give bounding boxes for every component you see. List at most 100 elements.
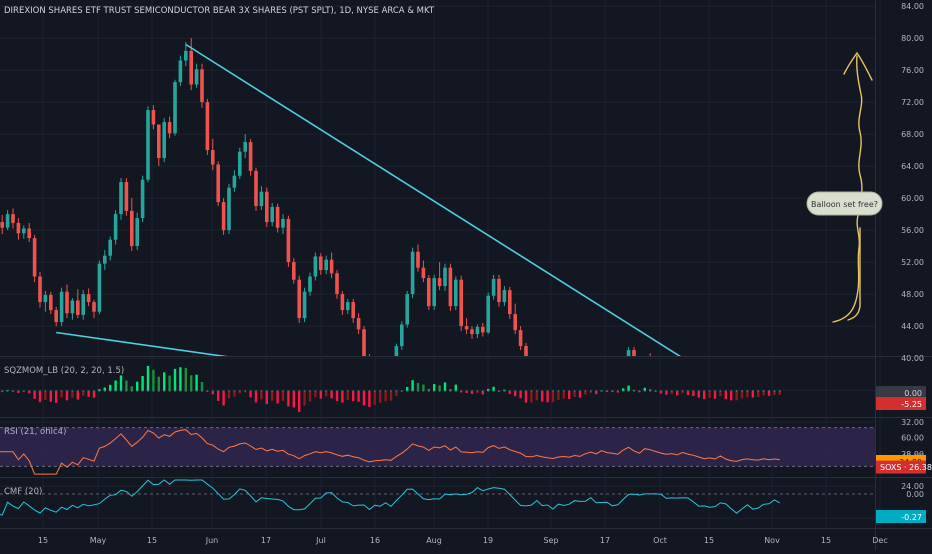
momentum-bar (92, 391, 96, 398)
momentum-bar (179, 367, 182, 391)
cmf-pane[interactable] (0, 479, 781, 527)
squeeze-momentum-legend[interactable]: SQZMOM_LB (20, 2, 20, 1.5) (4, 366, 124, 376)
squeeze-dot (87, 390, 90, 392)
candle-body (475, 326, 480, 335)
price-tick-label: 64.00 (901, 162, 924, 171)
time-axis[interactable]: 15 May 15 Jun 17 Jul 16 Aug 19 Sep 17 Oct 15 Nov 15 Dec (38, 536, 888, 545)
momentum-bar (773, 391, 776, 395)
candle (43, 290, 48, 312)
squeeze-dot (400, 390, 403, 392)
candle-body (589, 370, 593, 379)
squeeze-dot (697, 390, 700, 392)
squeeze-dot (465, 390, 468, 392)
squeeze-dot (82, 390, 85, 392)
candle (275, 203, 280, 233)
candle (319, 253, 323, 275)
candle (346, 298, 350, 315)
candle (594, 367, 598, 386)
candle-body (362, 329, 366, 356)
candle-body (518, 330, 523, 347)
momentum-bar (686, 391, 690, 396)
candle (535, 369, 539, 385)
candle (97, 260, 102, 315)
candle (459, 275, 463, 331)
trendline[interactable] (56, 331, 812, 440)
momentum-bar (271, 391, 274, 401)
trendline[interactable] (185, 43, 812, 440)
price-axis[interactable]: 84.00 80.00 76.00 72.00 68.00 64.00 60.00 56.00… (901, 2, 924, 523)
candle-body (502, 290, 507, 303)
momentum-bar (136, 381, 139, 391)
momentum-bar (346, 391, 349, 400)
squeeze-dot (33, 390, 36, 392)
candle (443, 263, 447, 291)
price-tick-label: 40.00 (901, 354, 924, 363)
squeeze-momentum-pane[interactable] (0, 365, 781, 412)
cmf-legend[interactable]: CMF (20) (4, 487, 42, 497)
squeeze-dot (433, 390, 436, 392)
candle (502, 286, 507, 307)
momentum-bar (330, 391, 333, 399)
momentum-bar (119, 375, 123, 391)
squeeze-dot (633, 390, 635, 392)
candle-body (432, 278, 436, 307)
squeeze-dot (125, 390, 128, 392)
callout-text: Balloon set free? (811, 200, 878, 209)
momentum-bar (249, 391, 252, 398)
momentum-bar (551, 391, 555, 403)
candle-body (346, 302, 350, 311)
momentum-bar (643, 387, 646, 391)
candle-body (302, 291, 307, 319)
time-tick-label: 15 (704, 536, 714, 545)
rsi-legend[interactable]: RSI (21, ohlc4) (4, 427, 66, 437)
squeeze-dot (476, 390, 479, 392)
candle (497, 274, 501, 307)
time-tick-label: Dec (872, 536, 887, 545)
callout-balloon[interactable]: Balloon set free? (806, 191, 883, 216)
candle (254, 167, 258, 211)
momentum-bar (87, 391, 90, 397)
squiggle-arrow[interactable] (832, 55, 863, 323)
trendlines[interactable] (56, 43, 812, 440)
squeeze-dot (298, 390, 301, 392)
squeeze-dot (427, 390, 430, 392)
momentum-bar (362, 391, 366, 406)
squeeze-dot (330, 390, 333, 392)
candle-body (248, 142, 253, 171)
squeeze-dot (611, 390, 614, 392)
momentum-bar (233, 391, 236, 397)
rsi-pane[interactable] (0, 429, 780, 475)
callout-bubble[interactable] (806, 191, 883, 216)
momentum-bar (163, 372, 166, 391)
squeeze-dot (687, 390, 689, 392)
momentum-bar (665, 391, 668, 395)
squeeze-dot (363, 390, 365, 392)
momentum-bar (713, 391, 717, 399)
momentum-bar (173, 368, 177, 391)
price-pane[interactable] (0, 38, 875, 471)
momentum-bar (373, 391, 376, 405)
candle (437, 262, 442, 291)
candle (200, 63, 204, 108)
momentum-bar (681, 391, 684, 394)
candle (486, 292, 490, 335)
candle-body (340, 294, 345, 311)
price-tick-label: 56.00 (901, 226, 924, 235)
squeeze-dot (201, 390, 203, 392)
candle-body (157, 124, 161, 159)
squeeze-dot (627, 390, 630, 392)
candle (308, 272, 312, 296)
momentum-value-tag (876, 386, 926, 399)
squeeze-dot (71, 390, 74, 392)
momentum-bar (384, 391, 387, 402)
momentum-bar (433, 384, 436, 391)
candle (265, 187, 269, 227)
momentum-bar (470, 391, 474, 394)
momentum-bar (254, 391, 258, 403)
annotation-arrows[interactable] (832, 51, 873, 323)
squeeze-dot (184, 390, 187, 392)
squeeze-dot (546, 390, 549, 392)
time-tick-label: 15 (821, 536, 831, 545)
